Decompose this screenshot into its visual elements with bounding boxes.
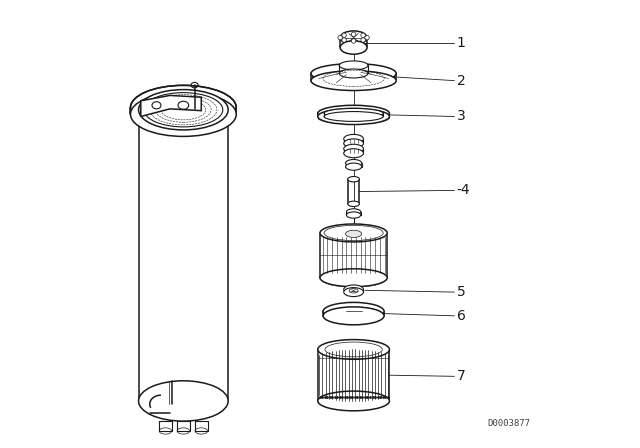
Text: -4: -4 <box>457 183 470 198</box>
Ellipse shape <box>344 288 364 297</box>
Ellipse shape <box>351 39 356 43</box>
Ellipse shape <box>361 33 365 38</box>
Ellipse shape <box>323 302 384 320</box>
Ellipse shape <box>317 340 389 359</box>
Ellipse shape <box>339 61 368 70</box>
Text: 2: 2 <box>457 73 465 88</box>
Ellipse shape <box>311 64 396 83</box>
Ellipse shape <box>344 144 364 153</box>
Ellipse shape <box>344 134 364 143</box>
Bar <box>177 421 189 431</box>
Ellipse shape <box>342 33 346 38</box>
Text: 7: 7 <box>457 369 465 383</box>
Ellipse shape <box>365 35 369 40</box>
Ellipse shape <box>344 149 364 158</box>
Text: 3: 3 <box>457 109 465 124</box>
Ellipse shape <box>324 108 383 118</box>
Ellipse shape <box>340 41 367 54</box>
Ellipse shape <box>320 224 387 242</box>
Ellipse shape <box>361 38 365 42</box>
Ellipse shape <box>311 71 396 90</box>
Ellipse shape <box>131 85 236 130</box>
Ellipse shape <box>351 32 356 37</box>
Ellipse shape <box>344 285 364 294</box>
Ellipse shape <box>346 159 362 167</box>
Ellipse shape <box>338 35 342 40</box>
Ellipse shape <box>317 105 389 121</box>
Bar <box>159 421 172 431</box>
Polygon shape <box>141 95 202 116</box>
Ellipse shape <box>348 201 360 207</box>
Ellipse shape <box>346 163 362 170</box>
Bar <box>195 421 207 431</box>
Text: 6: 6 <box>457 309 465 323</box>
Ellipse shape <box>346 209 361 215</box>
Ellipse shape <box>131 92 236 136</box>
Text: D0003877: D0003877 <box>488 419 531 428</box>
Ellipse shape <box>344 139 364 148</box>
Text: 1: 1 <box>457 35 465 50</box>
Ellipse shape <box>348 177 360 182</box>
Ellipse shape <box>324 112 383 121</box>
Ellipse shape <box>346 212 361 218</box>
Ellipse shape <box>339 69 368 78</box>
Ellipse shape <box>139 381 228 421</box>
Ellipse shape <box>346 230 362 237</box>
Ellipse shape <box>323 307 384 325</box>
Ellipse shape <box>320 269 387 287</box>
Text: 5: 5 <box>457 285 465 299</box>
Ellipse shape <box>342 38 346 42</box>
Ellipse shape <box>340 31 367 44</box>
Ellipse shape <box>317 108 389 125</box>
Ellipse shape <box>317 391 389 411</box>
Ellipse shape <box>139 90 228 130</box>
